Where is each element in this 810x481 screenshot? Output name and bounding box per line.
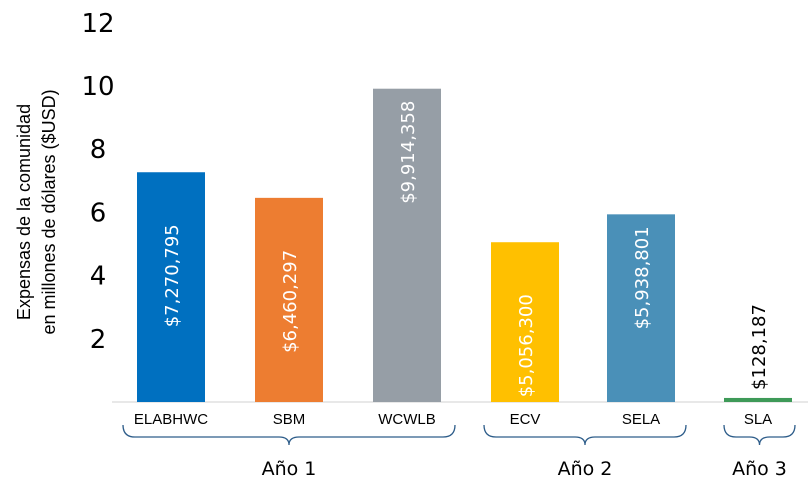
y-tick-label: 12 bbox=[81, 9, 114, 39]
bar-sbm bbox=[255, 197, 323, 402]
y-axis-ticks: 2 4 6 8 10 12 bbox=[81, 9, 114, 355]
group-label: Año 2 bbox=[558, 458, 613, 480]
data-labels: $7,270,795 $6,460,297 $9,914,358 $5,056,300… bbox=[162, 101, 770, 398]
y-tick-label: 8 bbox=[90, 135, 107, 165]
bar-sla bbox=[724, 397, 792, 402]
data-label: $5,056,300 bbox=[516, 294, 537, 397]
group-label: Año 3 bbox=[732, 458, 787, 480]
y-axis-label-line-1: Expensas de la comunidad bbox=[14, 104, 34, 320]
y-tick-label: 10 bbox=[81, 72, 114, 102]
group-bracket bbox=[723, 424, 796, 446]
data-label: $7,270,795 bbox=[162, 224, 183, 327]
category-label: SBM bbox=[273, 411, 306, 428]
y-tick-label: 2 bbox=[90, 325, 107, 355]
category-label: SELA bbox=[622, 411, 660, 428]
group-bracket bbox=[483, 424, 687, 446]
bar-ecv bbox=[491, 242, 559, 402]
bar-wcwlb bbox=[373, 88, 441, 402]
data-label: $128,187 bbox=[749, 304, 770, 390]
bar-elabhwc bbox=[137, 172, 205, 402]
category-labels: ELABHWC SBM WCWLB ECV SELA SLA bbox=[134, 411, 772, 428]
category-label: SLA bbox=[744, 411, 772, 428]
bars bbox=[137, 88, 792, 402]
group-brackets: Año 1 Año 2 Año 3 bbox=[122, 424, 796, 480]
data-label: $6,460,297 bbox=[280, 250, 301, 353]
group-label: Año 1 bbox=[262, 458, 317, 480]
category-label: WCWLB bbox=[378, 411, 436, 428]
group-bracket bbox=[122, 424, 456, 446]
bar-sela bbox=[607, 214, 675, 402]
data-label: $9,914,358 bbox=[398, 101, 419, 204]
y-axis-label-line-2: en millones de dólares ($USD) bbox=[39, 89, 59, 334]
category-label: ECV bbox=[510, 411, 541, 428]
category-label: ELABHWC bbox=[134, 411, 208, 428]
y-tick-label: 6 bbox=[90, 198, 107, 228]
data-label: $5,938,801 bbox=[632, 226, 653, 329]
y-tick-label: 4 bbox=[90, 262, 107, 292]
y-axis-label: Expensas de la comunidad en millones de … bbox=[14, 89, 59, 334]
